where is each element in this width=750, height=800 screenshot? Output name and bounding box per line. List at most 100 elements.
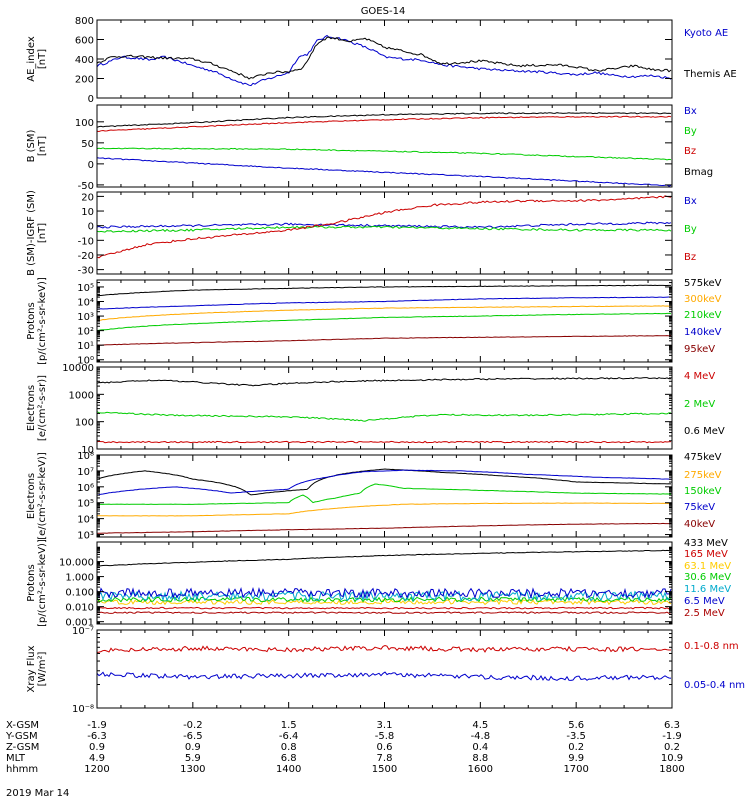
y-tick-label: -10 xyxy=(78,236,94,247)
ephemeris-value: 4.9 xyxy=(89,753,105,764)
panel-bdiff: Bx By Bz -30 -20 -10 0 10 20 B (SM)-IGRF (SM)[nT] xyxy=(26,190,697,277)
y-axis-label: B (SM)[nT] xyxy=(26,129,48,162)
ephemeris-value: 0.6 xyxy=(377,742,393,753)
series-line-xray-0 xyxy=(96,644,671,653)
y-axis-label: Electrons[e/(cm²-s-sr)] xyxy=(26,375,48,441)
ephemeris-value: 4.5 xyxy=(472,720,488,731)
date-label: 2019 Mar 14 xyxy=(6,788,69,799)
series-line-protons_high-6 xyxy=(96,611,672,614)
y-tick-label: 10⁴ xyxy=(77,298,94,309)
ephemeris-row-label: Y-GSM xyxy=(5,731,38,742)
y-tick-label: 10⁵ xyxy=(77,499,94,510)
y-tick-label: -30 xyxy=(78,266,94,277)
y-tick-label: 10 xyxy=(81,445,94,456)
legend-label: 0.6 MeV xyxy=(684,426,725,437)
ephemeris-value: 0.2 xyxy=(568,742,584,753)
y-tick-label: 10⁶ xyxy=(77,483,94,494)
ephemeris-row-label: hhmm xyxy=(6,764,38,775)
y-tick-label: 0.010 xyxy=(65,603,94,614)
panel-electrons_kev: 475keV 275keV 150keV 75keV 40keV 10³ 10⁴ 10⁵ 10⁶… xyxy=(26,451,722,542)
legend-label: 63.1 MeV xyxy=(684,561,731,572)
ephemeris-value: 0.4 xyxy=(472,742,488,753)
y-tick-label: 10⁷ xyxy=(77,467,94,478)
y-axis-label: B (SM)-IGRF (SM)[nT] xyxy=(26,190,48,276)
series-line-protons_low-0 xyxy=(96,284,671,297)
y-tick-label: 100 xyxy=(75,118,94,129)
ephemeris-value: 1600 xyxy=(468,764,493,775)
panel-frame xyxy=(96,191,673,275)
ephemeris-row-label: Z-GSM xyxy=(6,742,39,753)
y-tick-label: 0 xyxy=(88,160,94,171)
series-line-electrons_mev-0 xyxy=(96,440,672,444)
legend-label: 95keV xyxy=(684,344,715,355)
series-line-bdiff-1 xyxy=(96,225,672,233)
y-axis-label: Protons[p/(cm²-s-sr-keV)] xyxy=(26,539,48,627)
series-line-bsm-1 xyxy=(96,147,672,161)
legend-label: 475keV xyxy=(684,452,722,463)
legend-label: 30.6 MeV xyxy=(684,572,731,583)
series-line-protons_low-4 xyxy=(96,335,672,346)
ephemeris-value: 6.8 xyxy=(281,753,297,764)
ephemeris-value: 8.8 xyxy=(472,753,488,764)
ephemeris-value: 1300 xyxy=(180,764,205,775)
ephemeris-value: 7.8 xyxy=(377,753,393,764)
ephemeris-value: -6.5 xyxy=(183,731,203,742)
series-line-protons_low-1 xyxy=(96,305,671,321)
legend-label: Bmag xyxy=(684,167,713,178)
ephemeris-value: 1400 xyxy=(276,764,301,775)
y-tick-label: 10000 xyxy=(62,363,94,374)
y-tick-label: -50 xyxy=(78,181,94,192)
legend-label: Themis AE xyxy=(683,69,737,80)
series-line-bdiff-0 xyxy=(96,221,672,229)
series-line-protons_high-3 xyxy=(96,596,672,603)
y-axis-label: Electrons[e/(cm²-s-sr-keV)] xyxy=(26,452,48,540)
panel-bsm: Bx By Bz Bmag -50 0 50 100 B (SM)[nT] xyxy=(26,104,713,192)
series-line-bdiff-2 xyxy=(96,195,672,259)
series-line-ae-1 xyxy=(96,36,672,80)
legend-label: 165 MeV xyxy=(684,549,728,560)
y-tick-label: 10.000 xyxy=(59,558,94,569)
legend-label: 575keV xyxy=(684,278,722,289)
series-line-electrons_kev-3 xyxy=(96,469,672,496)
legend-label: 0.05-0.4 nm xyxy=(684,680,745,691)
y-tick-label: 10⁻⁸ xyxy=(72,704,94,715)
y-tick-label: 0 xyxy=(88,94,94,105)
series-line-protons_high-4 xyxy=(96,589,672,603)
series-line-protons_high-1 xyxy=(96,606,672,610)
panel-frame xyxy=(96,366,673,450)
y-tick-label: 400 xyxy=(75,55,94,66)
ephemeris-value: 1700 xyxy=(563,764,588,775)
series-line-electrons_mev-1 xyxy=(96,411,672,422)
legend-label: Bx xyxy=(684,196,697,207)
legend-label: Kyoto AE xyxy=(684,28,728,39)
y-tick-label: 10 xyxy=(81,207,94,218)
ephemeris-value: -5.8 xyxy=(375,731,395,742)
y-tick-label: 20 xyxy=(81,192,94,203)
ephemeris-value: 1500 xyxy=(372,764,397,775)
y-tick-label: 0.001 xyxy=(65,618,94,629)
ephemeris-row-label: X-GSM xyxy=(6,720,39,731)
legend-label: Bz xyxy=(684,146,696,157)
y-axis-label: Protons[p/(cm²-s-sr-keV)] xyxy=(26,277,48,365)
series-line-bsm-2 xyxy=(96,115,672,133)
panel-xray: 0.1-0.8 nm 0.05-0.4 nm 10⁻⁸ 10⁻⁷ Xray Flux[W… xyxy=(26,626,745,715)
legend-label: 11.6 MeV xyxy=(684,584,731,595)
panel-ae: Kyoto AE Themis AE 0 200 400 600 800 AE_index[n… xyxy=(26,16,737,105)
legend-label: Bx xyxy=(684,106,697,117)
y-axis-label: Xray Flux[W/m²] xyxy=(26,645,48,692)
series-line-xray-1 xyxy=(96,671,672,681)
series-line-protons_high-5 xyxy=(96,586,672,600)
legend-label: By xyxy=(684,126,697,137)
legend-label: 75keV xyxy=(684,502,715,513)
y-tick-label: 10⁴ xyxy=(77,515,94,526)
ephemeris-value: -6.4 xyxy=(279,731,299,742)
legend-label: 140keV xyxy=(684,327,722,338)
chart-title: GOES-14 xyxy=(361,6,406,17)
ephemeris-value: 10.9 xyxy=(661,753,683,764)
panel-frame xyxy=(96,279,673,363)
legend-label: 150keV xyxy=(684,486,722,497)
y-tick-label: 50 xyxy=(81,139,94,150)
series-line-protons_high-0 xyxy=(96,549,672,567)
